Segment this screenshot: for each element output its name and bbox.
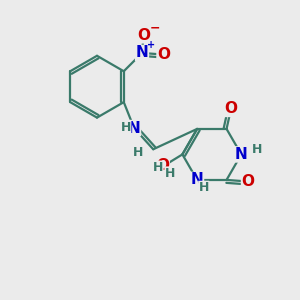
Text: H: H	[153, 161, 163, 174]
Text: H: H	[165, 167, 175, 180]
Text: N: N	[128, 121, 140, 136]
Text: +: +	[147, 40, 155, 50]
Text: N: N	[136, 46, 148, 61]
Text: O: O	[242, 174, 255, 189]
Text: N: N	[235, 147, 248, 162]
Text: H: H	[121, 121, 131, 134]
Text: O: O	[156, 158, 169, 173]
Text: O: O	[157, 47, 170, 62]
Text: H: H	[133, 146, 143, 159]
Text: −: −	[150, 22, 160, 35]
Text: N: N	[191, 172, 203, 188]
Text: O: O	[224, 101, 238, 116]
Text: H: H	[252, 143, 262, 156]
Text: H: H	[199, 181, 209, 194]
Text: O: O	[137, 28, 150, 43]
